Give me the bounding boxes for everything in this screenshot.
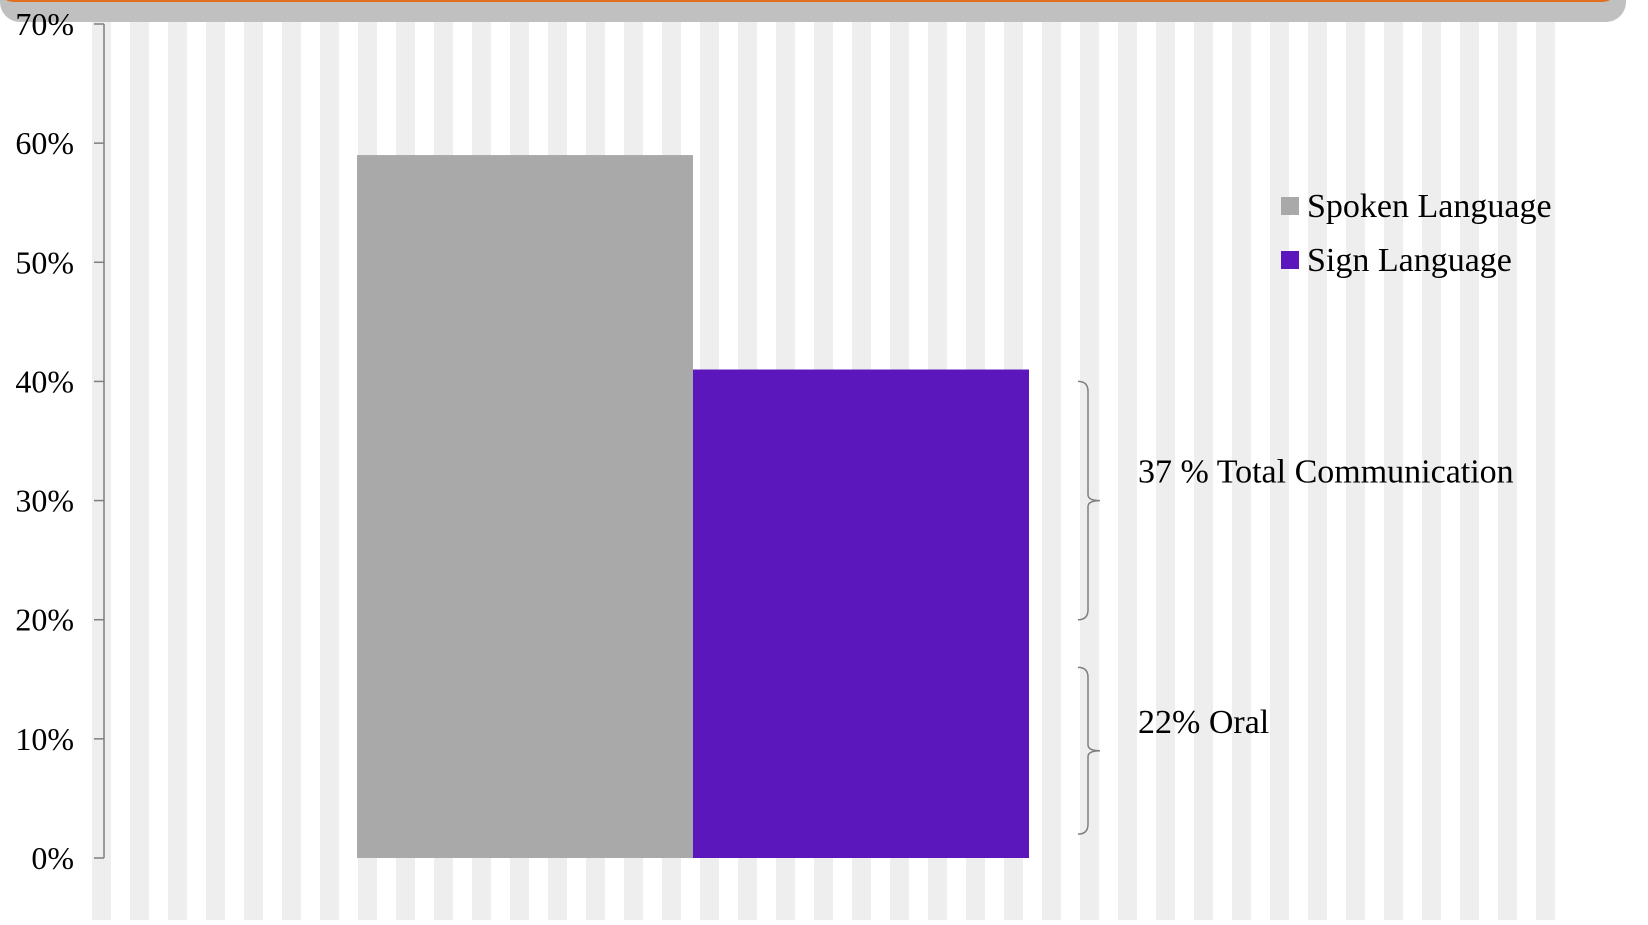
y-tick-label: 10% bbox=[15, 721, 74, 757]
background-stripe bbox=[92, 0, 111, 920]
header-banner bbox=[0, 0, 1626, 22]
background-stripe bbox=[320, 0, 339, 920]
y-tick-label: 0% bbox=[31, 840, 74, 876]
annotation-bracket bbox=[1077, 666, 1101, 835]
background-stripe bbox=[1156, 0, 1175, 920]
y-tick-label: 50% bbox=[15, 244, 74, 280]
background-stripe bbox=[1346, 0, 1365, 920]
annotation-bracket bbox=[1077, 380, 1101, 621]
background-stripe bbox=[1270, 0, 1289, 920]
header-accent-stripe bbox=[5, 0, 1611, 2]
legend[interactable]: Spoken Language Sign Language bbox=[1281, 188, 1552, 279]
bar-spoken-language bbox=[357, 155, 693, 859]
background-stripe bbox=[1042, 0, 1061, 920]
y-tick-label: 70% bbox=[15, 6, 74, 42]
legend-swatch-sign-language bbox=[1281, 251, 1299, 269]
y-tick-label: 60% bbox=[15, 125, 74, 161]
legend-swatch-spoken-language bbox=[1281, 197, 1299, 215]
legend-label-sign-language[interactable]: Sign Language bbox=[1307, 242, 1512, 279]
y-tick-label: 40% bbox=[15, 363, 74, 399]
bar-sign-language bbox=[693, 369, 1029, 858]
header-bar bbox=[0, 0, 1626, 22]
axis-gutter bbox=[0, 0, 92, 920]
background-stripe bbox=[1384, 0, 1403, 920]
background-stripe bbox=[168, 0, 187, 920]
annotation-label: 37 % Total Communication bbox=[1138, 454, 1514, 491]
background-stripe bbox=[1498, 0, 1517, 920]
y-tick-label: 30% bbox=[15, 483, 74, 519]
background-stripe bbox=[1232, 0, 1251, 920]
bars bbox=[357, 155, 1029, 859]
background-stripe bbox=[1422, 0, 1441, 920]
background-stripe bbox=[1536, 0, 1555, 920]
annotations: 37 % Total Communication 22% Oral bbox=[1077, 380, 1514, 835]
y-axis: 0% 10% 20% 30% 40% 50% 60% 70% bbox=[15, 6, 105, 876]
background-stripe bbox=[282, 0, 301, 920]
background-stripe bbox=[1118, 0, 1137, 920]
background-stripe bbox=[1194, 0, 1213, 920]
legend-label-spoken-language[interactable]: Spoken Language bbox=[1307, 188, 1552, 225]
background-stripe bbox=[1460, 0, 1479, 920]
background-stripe bbox=[206, 0, 225, 920]
background-stripe bbox=[1308, 0, 1327, 920]
background-stripe bbox=[130, 0, 149, 920]
annotation-label: 22% Oral bbox=[1138, 704, 1269, 741]
y-tick-label: 20% bbox=[15, 602, 74, 638]
background-stripe bbox=[1080, 0, 1099, 920]
background-stripe bbox=[244, 0, 263, 920]
